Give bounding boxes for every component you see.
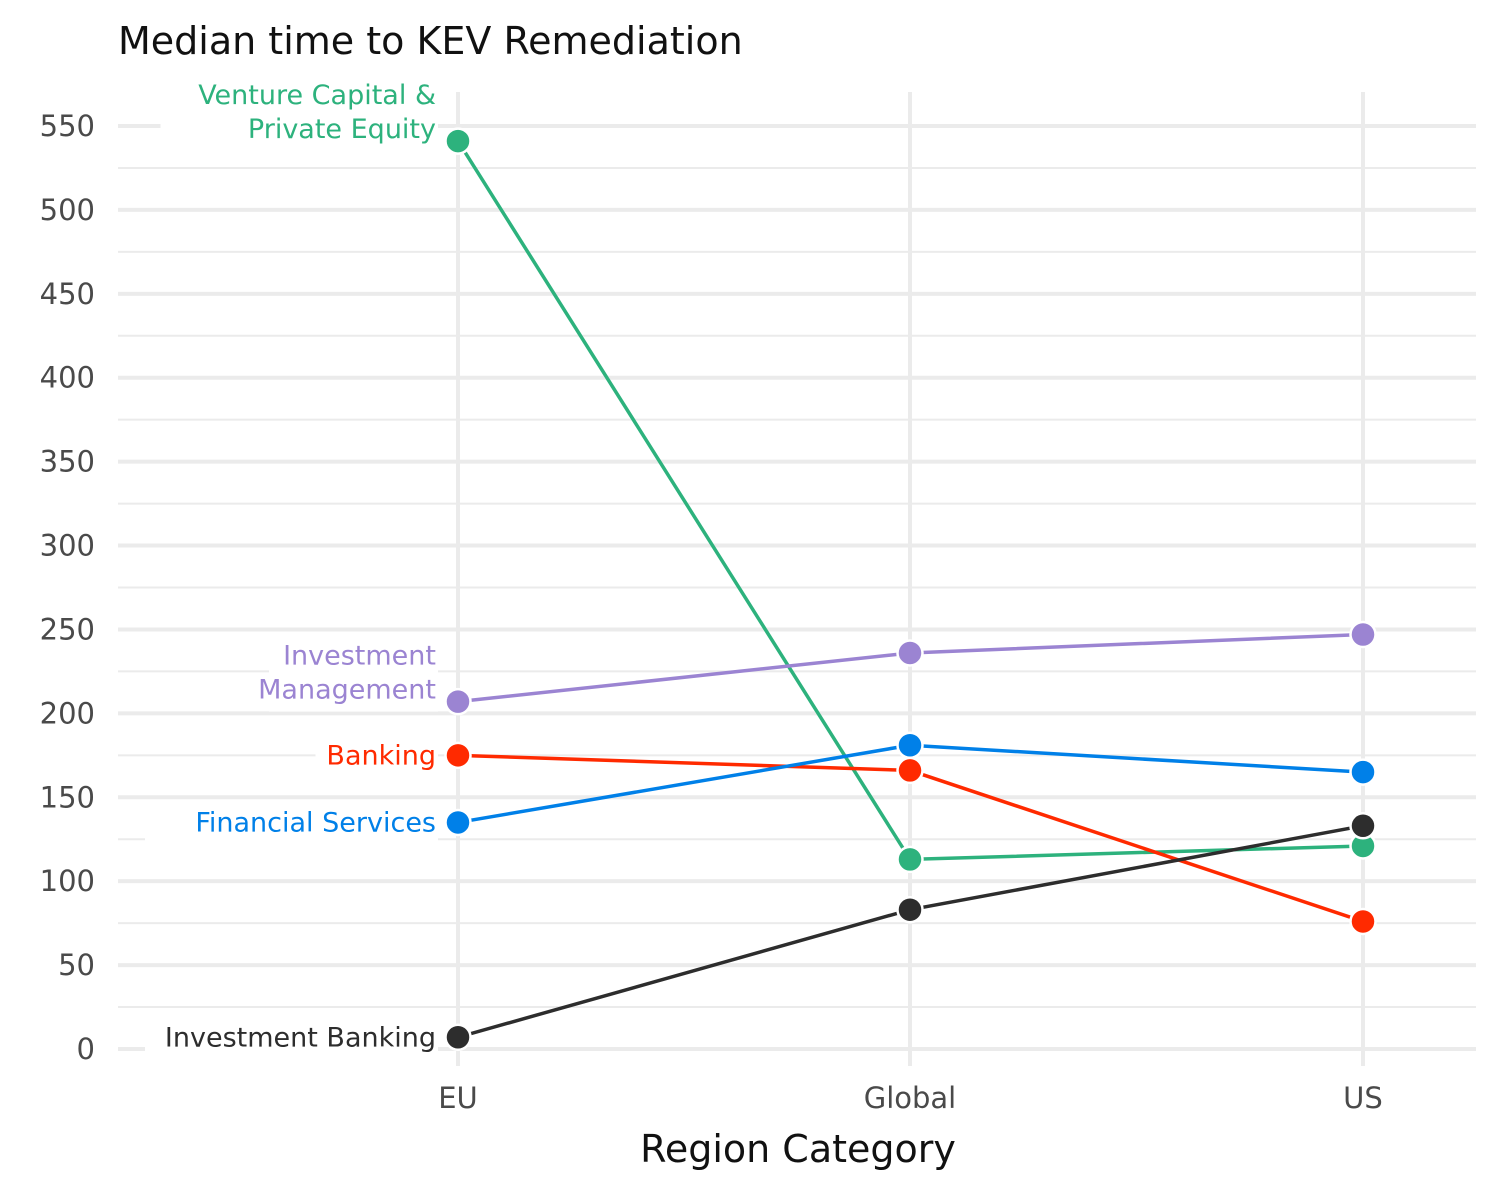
y-tick-label: 300	[40, 529, 95, 563]
data-point	[896, 845, 924, 874]
series-labels: Venture Capital &Private Equity Investmen…	[145, 77, 438, 1060]
data-point	[896, 895, 924, 924]
data-point	[1349, 758, 1377, 786]
label-background	[269, 637, 438, 712]
x-tick-label: EU	[438, 1081, 478, 1115]
data-point	[444, 741, 472, 770]
series-label: Investment	[283, 641, 436, 672]
y-tick-label: 450	[40, 277, 95, 311]
series-lines	[444, 127, 1377, 1052]
y-tick-label: 50	[58, 948, 95, 982]
chart-title: Median time to KEV Remediation	[118, 19, 743, 63]
gridlines	[118, 92, 1476, 1066]
data-point	[896, 639, 924, 667]
label-background	[145, 1019, 438, 1060]
label-background	[160, 77, 438, 152]
series-label: Investment Banking	[165, 1022, 436, 1053]
x-tick-label: US	[1343, 1081, 1383, 1115]
series-label: Financial Services	[195, 807, 436, 838]
series-label: Management	[258, 675, 436, 706]
data-point	[896, 756, 924, 785]
y-tick-label: 550	[40, 109, 95, 143]
y-tick-label: 100	[40, 864, 95, 898]
label-background	[145, 804, 438, 845]
data-point	[444, 687, 472, 716]
y-tick-label: 200	[40, 696, 95, 730]
x-tick-label: Global	[864, 1081, 957, 1115]
data-point	[1349, 907, 1377, 936]
data-point	[444, 127, 472, 155]
y-tick-label: 400	[40, 361, 95, 395]
y-tick-label: 350	[40, 445, 95, 479]
y-axis-ticks: 0 50 100 150 200 250 300 350 400 450 500 550	[40, 109, 95, 1066]
data-point	[1349, 620, 1377, 649]
data-point	[1349, 812, 1377, 840]
data-point	[444, 1023, 472, 1052]
data-point	[896, 731, 924, 759]
series-label: Banking	[326, 740, 436, 771]
y-tick-label: 150	[40, 780, 95, 814]
x-axis-title: Region Category	[640, 1127, 956, 1171]
y-tick-label: 250	[40, 612, 95, 646]
label-background	[315, 737, 438, 778]
y-tick-label: 0	[77, 1032, 95, 1066]
y-tick-label: 500	[40, 193, 95, 227]
series-label: Private Equity	[248, 114, 436, 145]
x-axis-ticks: EU Global US	[438, 1081, 1383, 1115]
data-point	[444, 808, 472, 837]
series-label: Venture Capital &	[198, 80, 436, 111]
